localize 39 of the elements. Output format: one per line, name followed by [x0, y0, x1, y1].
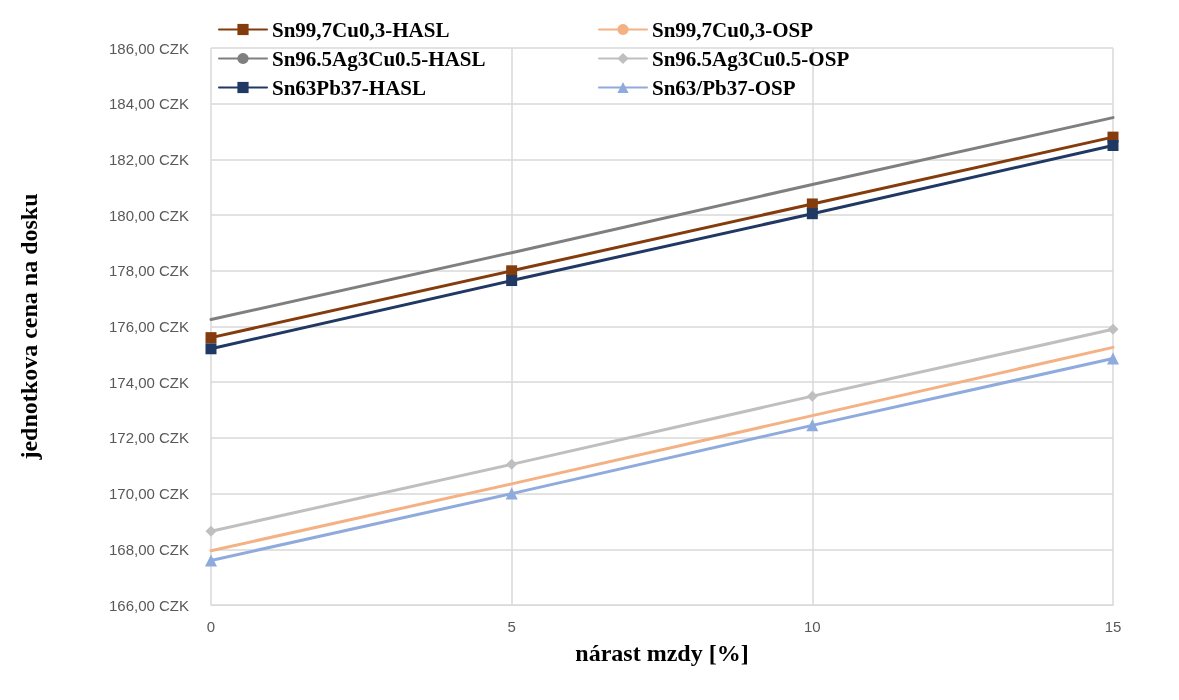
point [506, 458, 518, 470]
legend-label: Sn99,7Cu0,3-OSP [652, 17, 814, 42]
y-tick-label: 166,00 CZK [108, 596, 189, 614]
y-tick-label: 174,00 CZK [108, 373, 189, 391]
legend-label: Sn96.5Ag3Cu0.5-OSP [652, 46, 850, 71]
legend-label: Sn96.5Ag3Cu0.5-HASL [272, 46, 486, 71]
point [205, 343, 217, 355]
y-tick-label: 184,00 CZK [108, 95, 189, 113]
point [806, 208, 818, 220]
x-axis-title: nárast mzdy [%] [575, 640, 749, 666]
x-tick-label: 15 [1104, 618, 1122, 635]
point [806, 419, 819, 432]
y-tick-label: 182,00 CZK [108, 150, 189, 168]
y-tick-label: 170,00 CZK [108, 485, 189, 503]
line-series [209, 116, 1115, 322]
y-tick-label: 168,00 CZK [108, 540, 189, 558]
y-tick-label: 178,00 CZK [108, 262, 189, 280]
legend-label: Sn63/Pb37-OSP [652, 75, 796, 100]
y-tick-label: 172,00 CZK [108, 429, 189, 447]
x-tick-label: 10 [803, 618, 821, 635]
y-axis-title: jednotkova cena na dosku [16, 193, 42, 461]
legend-label: Sn99,7Cu0,3-HASL [272, 17, 450, 42]
x-tick-label: 5 [507, 618, 516, 635]
point [1107, 139, 1119, 151]
point [806, 390, 818, 402]
point [1107, 352, 1119, 365]
y-tick-label: 176,00 CZK [108, 318, 189, 335]
point [205, 332, 217, 344]
y-tick-label: 186,00 CZK [108, 39, 189, 57]
point [205, 554, 217, 567]
point [1107, 323, 1119, 335]
x-tick-label: 0 [206, 618, 216, 635]
point [506, 275, 518, 287]
y-tick-label: 180,00 CZK [108, 206, 189, 224]
point [505, 487, 518, 500]
point [205, 525, 217, 537]
legend-label: Sn63Pb37-HASL [272, 75, 427, 100]
point [806, 198, 818, 210]
point [506, 265, 518, 277]
